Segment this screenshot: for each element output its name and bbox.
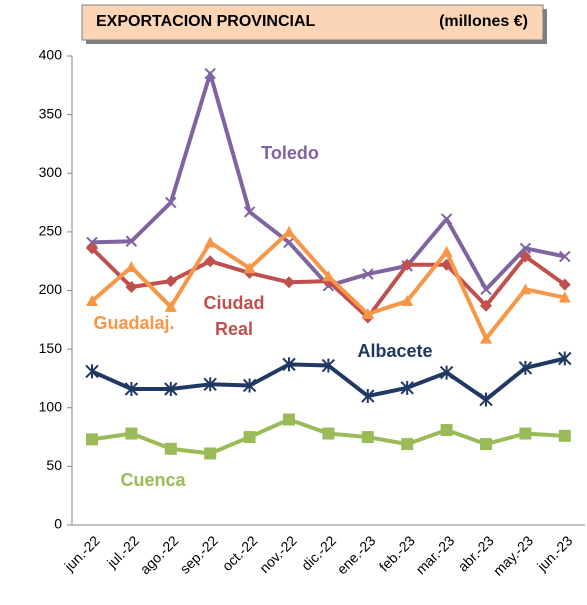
point-marker xyxy=(519,283,532,295)
point-marker xyxy=(361,431,374,444)
point-marker xyxy=(85,364,99,379)
point-marker xyxy=(401,258,414,271)
x-tick-label: ene.-23 xyxy=(334,532,379,577)
x-tick-label: dic.-22 xyxy=(298,532,339,573)
point-marker xyxy=(164,275,177,288)
point-marker xyxy=(125,427,138,440)
point-marker xyxy=(86,433,98,446)
series-label: Albacete xyxy=(357,341,433,361)
point-marker xyxy=(518,360,533,375)
point-marker xyxy=(243,206,256,218)
point-marker xyxy=(321,358,336,373)
point-marker xyxy=(125,280,138,293)
point-marker xyxy=(204,67,216,80)
chart-title: EXPORTACION PROVINCIAL xyxy=(96,13,316,30)
title-box xyxy=(81,4,544,41)
point-marker xyxy=(480,332,492,344)
point-marker xyxy=(322,427,335,440)
point-marker xyxy=(439,365,454,380)
x-tick-label: may.-23 xyxy=(490,532,536,578)
point-marker xyxy=(203,377,217,392)
point-marker xyxy=(479,392,493,407)
point-marker xyxy=(283,413,295,426)
series-label: Cuenca xyxy=(120,470,186,490)
point-marker xyxy=(480,299,492,312)
y-tick-label: 200 xyxy=(39,281,63,297)
point-marker xyxy=(86,242,98,255)
y-tick-label: 100 xyxy=(39,398,63,414)
point-marker xyxy=(519,250,532,263)
point-marker xyxy=(165,196,177,209)
x-tick-label: feb.-23 xyxy=(376,532,418,574)
x-tick-label: nov.-22 xyxy=(256,532,300,576)
point-marker xyxy=(86,295,98,307)
point-marker xyxy=(125,261,138,273)
point-marker xyxy=(558,278,571,291)
point-marker xyxy=(401,295,414,307)
point-marker xyxy=(361,389,375,404)
point-marker xyxy=(204,255,217,268)
y-tick-label: 150 xyxy=(39,340,63,356)
chart-subtitle: (millones €) xyxy=(439,13,528,30)
series-label: Toledo xyxy=(261,143,319,163)
point-marker xyxy=(242,378,257,393)
series-label: Ciudad Real xyxy=(203,293,265,339)
point-marker xyxy=(558,291,571,303)
x-tick-label: sep.-22 xyxy=(177,532,221,576)
y-tick-label: 250 xyxy=(39,223,63,239)
x-tick-label: jun.-22 xyxy=(60,532,102,574)
point-marker xyxy=(283,276,295,289)
point-marker xyxy=(480,438,492,451)
point-marker xyxy=(125,235,138,247)
point-marker xyxy=(440,424,453,437)
point-marker xyxy=(164,442,177,455)
point-marker xyxy=(204,236,217,248)
y-tick-label: 300 xyxy=(39,164,63,180)
point-marker xyxy=(362,268,374,280)
point-marker xyxy=(559,250,571,263)
x-tick-label: jun.-23 xyxy=(533,532,575,574)
y-tick-label: 0 xyxy=(54,516,62,532)
y-tick-label: 50 xyxy=(46,457,62,473)
x-tick-label: oct.-22 xyxy=(219,532,261,574)
y-tick-label: 400 xyxy=(39,47,63,63)
point-marker xyxy=(558,351,572,366)
point-marker xyxy=(283,236,295,249)
point-marker xyxy=(243,431,256,444)
point-marker xyxy=(204,447,217,460)
y-tick-label: 350 xyxy=(39,105,63,121)
point-marker xyxy=(361,307,374,319)
point-marker xyxy=(480,283,492,296)
point-marker xyxy=(164,300,177,312)
point-marker xyxy=(164,381,178,396)
point-marker xyxy=(282,357,296,372)
point-marker xyxy=(283,225,295,237)
point-marker xyxy=(440,213,453,225)
point-marker xyxy=(322,270,335,282)
point-marker xyxy=(440,245,453,257)
point-marker xyxy=(400,380,414,395)
point-marker xyxy=(519,427,532,440)
point-marker xyxy=(124,381,139,396)
series-label: Guadalaj. xyxy=(93,313,175,333)
point-marker xyxy=(558,429,571,442)
point-marker xyxy=(519,242,532,254)
series-line xyxy=(91,71,566,292)
point-marker xyxy=(243,262,256,274)
x-tick-label: ago.-22 xyxy=(137,532,182,577)
point-marker xyxy=(401,438,414,451)
x-tick-label: mar.-23 xyxy=(412,532,457,577)
